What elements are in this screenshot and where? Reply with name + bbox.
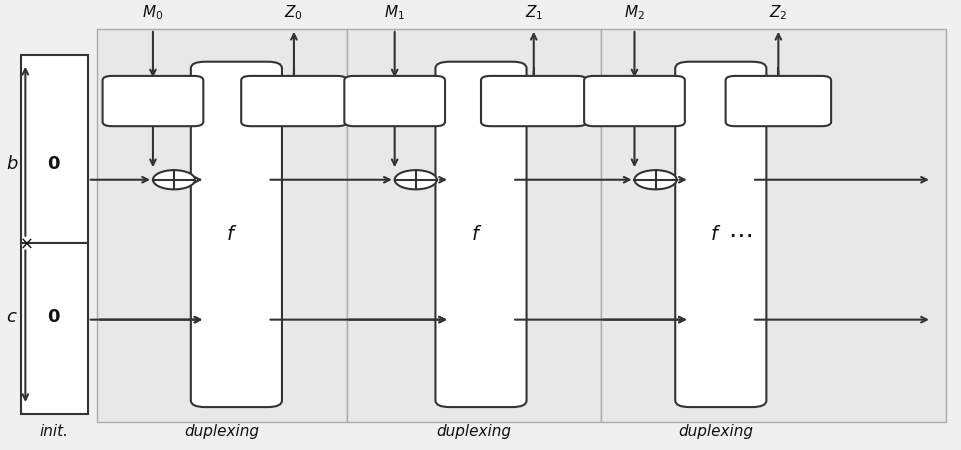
FancyBboxPatch shape (241, 76, 346, 126)
Bar (97, 29, 346, 423)
Text: pad: pad (380, 94, 408, 108)
FancyBboxPatch shape (725, 76, 830, 126)
Text: $M_1$: $M_1$ (383, 4, 405, 23)
FancyBboxPatch shape (344, 76, 445, 126)
Text: $Z_2$: $Z_2$ (769, 4, 787, 23)
Text: pad: pad (620, 94, 649, 108)
Text: $c$: $c$ (6, 308, 18, 326)
Text: duplexing: duplexing (436, 423, 511, 439)
FancyBboxPatch shape (583, 76, 684, 126)
Bar (346, 29, 601, 423)
Text: $\lfloor.\rfloor_{\!1}$: $\lfloor.\rfloor_{\!1}$ (521, 92, 545, 110)
Text: $b$: $b$ (6, 155, 18, 173)
Bar (601, 29, 946, 423)
Text: $\lfloor.\rfloor_{\!2}$: $\lfloor.\rfloor_{\!2}$ (766, 92, 789, 110)
Text: $Z_0$: $Z_0$ (284, 4, 303, 23)
Bar (20, 55, 87, 243)
Circle shape (153, 170, 195, 189)
FancyBboxPatch shape (480, 76, 586, 126)
Text: $f$: $f$ (470, 225, 481, 244)
Text: $\mathbf{0}$: $\mathbf{0}$ (47, 155, 61, 173)
Text: $\mathbf{0}$: $\mathbf{0}$ (47, 308, 61, 326)
Text: $M_0$: $M_0$ (142, 4, 163, 23)
Text: $f$: $f$ (226, 225, 237, 244)
FancyBboxPatch shape (435, 62, 526, 407)
Text: $M_2$: $M_2$ (624, 4, 644, 23)
FancyBboxPatch shape (103, 76, 203, 126)
Text: $\lfloor.\rfloor_{\!0}$: $\lfloor.\rfloor_{\!0}$ (282, 92, 306, 110)
Text: $\ldots$: $\ldots$ (727, 218, 752, 242)
Text: duplexing: duplexing (678, 423, 752, 439)
Bar (20, 243, 87, 414)
Text: $\times$: $\times$ (18, 234, 32, 252)
Text: $Z_1$: $Z_1$ (524, 4, 542, 23)
Text: duplexing: duplexing (185, 423, 259, 439)
Text: $f$: $f$ (709, 225, 721, 244)
FancyBboxPatch shape (190, 62, 282, 407)
Text: pad: pad (138, 94, 167, 108)
Circle shape (634, 170, 676, 189)
Text: init.: init. (39, 423, 68, 439)
Circle shape (394, 170, 436, 189)
FancyBboxPatch shape (675, 62, 766, 407)
